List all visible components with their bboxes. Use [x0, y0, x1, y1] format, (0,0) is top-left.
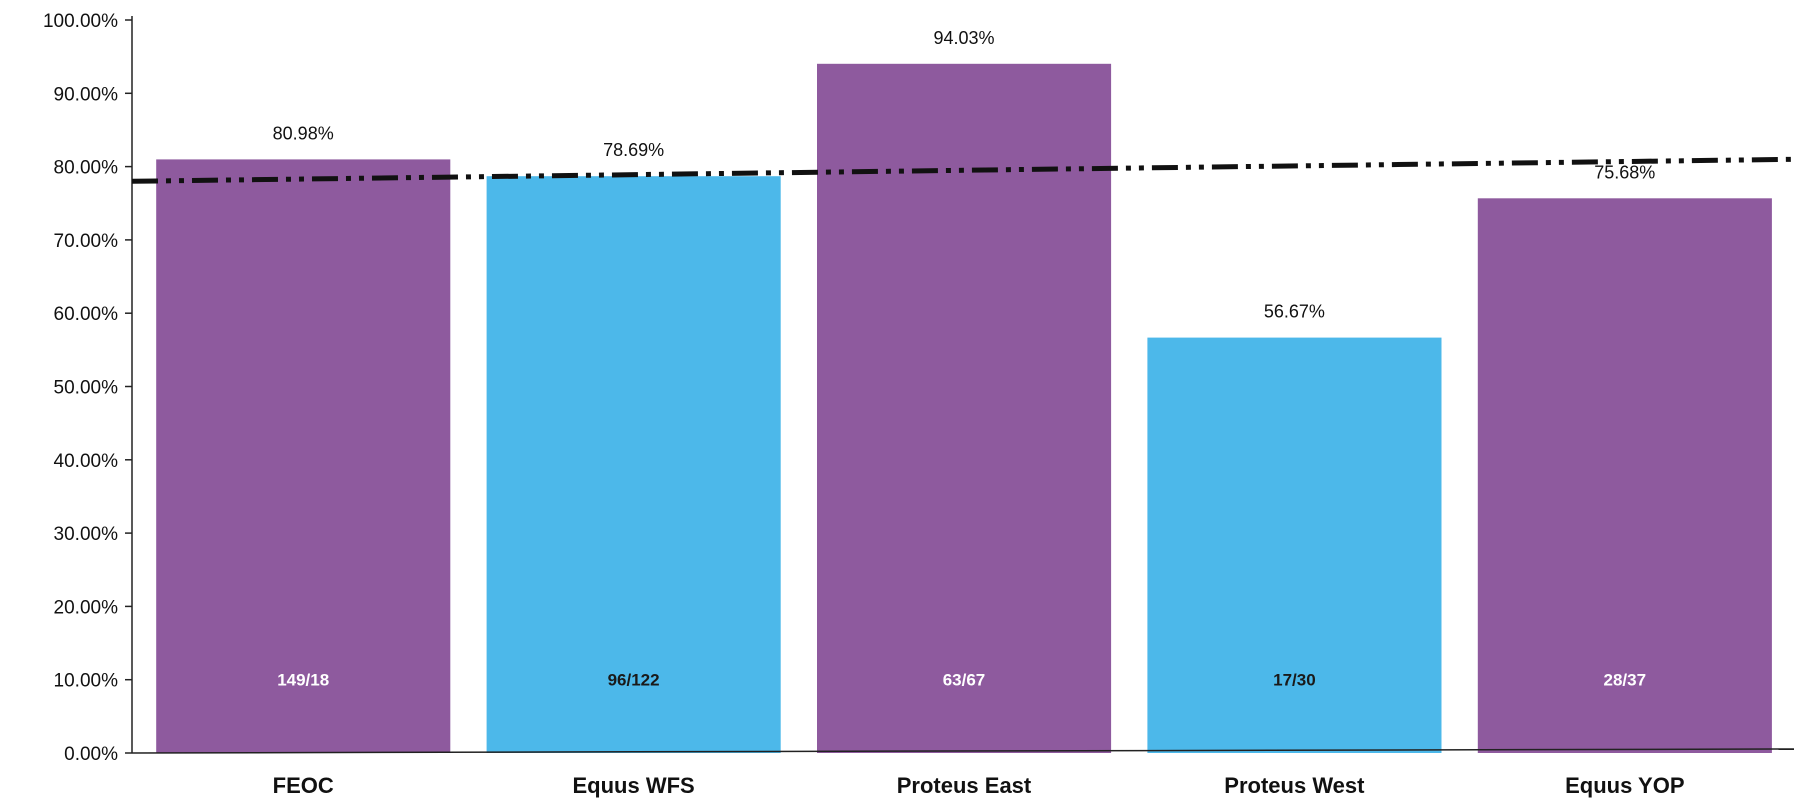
y-tick-label: 0.00% [64, 744, 118, 765]
category-label: Proteus West [1224, 773, 1365, 798]
y-tick-label: 20.00% [54, 597, 119, 618]
bar-count-label: 17/30 [1273, 671, 1316, 690]
y-tick-label: 60.00% [54, 304, 119, 325]
bar-value-label: 56.67% [1264, 302, 1325, 322]
y-tick-label: 70.00% [54, 231, 119, 252]
bar-value-label: 78.69% [603, 140, 664, 160]
bar-proteus-east [817, 63, 1112, 754]
labels-group: 80.98% 149/18 FEOC 78.69% 96/122 Equus WFS 94.… [273, 28, 1685, 798]
x-axis-line [131, 748, 1794, 754]
category-label: Equus WFS [572, 773, 694, 798]
y-tick-label: 40.00% [54, 451, 119, 472]
bar-value-label: 94.03% [933, 28, 994, 48]
y-tick-label: 10.00% [54, 671, 119, 692]
y-tick-label: 30.00% [54, 524, 119, 545]
bar-count-label: 149/18 [277, 671, 329, 690]
bar-proteus-west [1147, 337, 1442, 753]
y-tick-label: 90.00% [54, 84, 119, 105]
y-tick-label: 50.00% [54, 378, 119, 399]
bar-count-label: 63/67 [943, 671, 986, 690]
bar-count-label: 28/37 [1604, 671, 1647, 690]
bar-count-label: 96/122 [608, 671, 660, 690]
bar-feoc [156, 159, 451, 753]
bar-value-label: 75.68% [1594, 162, 1655, 182]
reference-line-group [131, 156, 1794, 184]
bar-equus-wfs [486, 176, 781, 753]
category-label: Equus YOP [1565, 773, 1684, 798]
category-label: FEOC [273, 773, 334, 798]
axes-group: 0.00% 10.00% 20.00% 30.00% 40.00% 50.00% 60.00… [43, 11, 1794, 765]
bar-value-label: 80.98% [273, 123, 334, 143]
category-label: Proteus East [897, 773, 1032, 798]
bars-group [156, 63, 1772, 754]
y-tick-label: 80.00% [54, 158, 119, 179]
bar-equus-yop [1477, 198, 1772, 754]
y-tick-label: 100.00% [43, 11, 118, 32]
reference-line [131, 156, 1794, 184]
